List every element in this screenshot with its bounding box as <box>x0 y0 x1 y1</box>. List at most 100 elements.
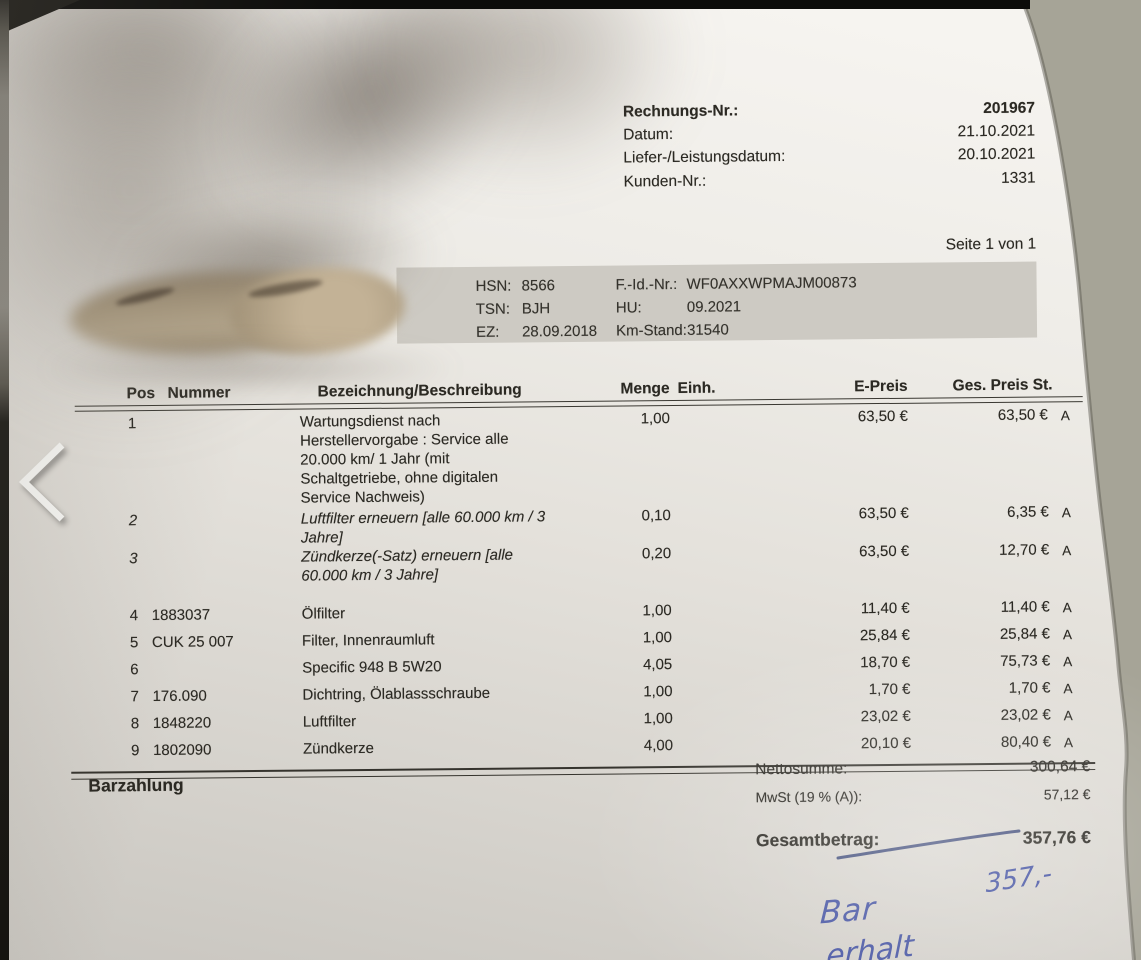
totals-block: Nettosumme: 300,64 € MwSt (19 % (A)): 57… <box>755 756 1091 851</box>
meta-value: 201967 <box>983 99 1035 118</box>
cell-bezeichnung: Zündkerze <box>302 739 374 758</box>
cell-nummer: 1848220 <box>152 714 212 733</box>
meta-value: 20.10.2021 <box>957 145 1036 164</box>
meta-row: Liefer-/Leistungsdatum: 20.10.2021 <box>623 143 1035 170</box>
cell-pos: 1 <box>127 415 137 433</box>
cell-ges-preis: 11,40 € <box>1000 598 1050 616</box>
net-total-row: Nettosumme: 300,64 € <box>755 756 1090 781</box>
cell-steuer: A <box>1060 408 1070 424</box>
invoice-meta-block: Rechnungs-Nr.: 201967 Datum: 21.10.2021 … <box>623 97 1036 194</box>
payment-method: Barzahlung <box>88 774 184 796</box>
cell-pos: 9 <box>130 742 140 760</box>
cell-nummer <box>151 510 286 511</box>
cell-epreis: 25,84 € <box>859 626 911 645</box>
cell-steuer: A <box>1063 654 1073 670</box>
page-indicator: Seite 1 von 1 <box>945 235 1037 254</box>
vehicle-label: Km-Stand: <box>615 321 687 340</box>
cell-bezeichnung: Filter, Innenraumluft <box>301 631 435 650</box>
cell-nummer <box>151 548 286 549</box>
cell-menge: 1,00 <box>640 410 670 428</box>
col-header-einh: Einh. <box>677 379 716 397</box>
meta-label: Datum: <box>623 126 674 144</box>
net-total-label: Nettosumme: <box>755 760 848 779</box>
previous-image-button[interactable] <box>14 437 74 527</box>
table-row: 1 Wartungsdienst nach Herstellervorgabe … <box>75 405 1084 510</box>
vehicle-info-band: HSN: 8566 TSN: BJH EZ: 28.09.2018 F.-Id.-Nr.: W… <box>396 261 1038 344</box>
cell-pos: 6 <box>130 661 139 679</box>
vehicle-label: HU: <box>615 299 642 317</box>
vat-row: MwSt (19 % (A)): 57,12 € <box>755 783 1090 808</box>
vehicle-label: TSN: <box>475 300 511 318</box>
net-total-value: 300,64 € <box>1029 758 1091 776</box>
cell-nummer: 1802090 <box>152 741 212 760</box>
vehicle-value: BJH <box>521 300 551 318</box>
grand-total-label: Gesamtbetrag: <box>755 829 880 851</box>
grand-total-value: 357,76 € <box>1022 827 1092 848</box>
cell-steuer: A <box>1063 681 1073 697</box>
col-header-bezeichnung: Bezeichnung/Beschreibung <box>317 381 522 401</box>
vat-label: MwSt (19 % (A)): <box>755 788 863 806</box>
cell-ges-preis: 12,70 € <box>999 541 1050 559</box>
vehicle-value: 09.2021 <box>686 298 742 316</box>
cell-steuer: A <box>1061 505 1071 521</box>
table-row: 5 CUK 25 007 Filter, Innenraumluft 1,00 … <box>77 624 1085 654</box>
vehicle-label: F.-Id.-Nr.: <box>615 275 678 294</box>
cell-menge: 1,00 <box>643 710 673 728</box>
cell-ges-preis: 1,70 € <box>1008 679 1051 697</box>
cell-epreis: 18,70 € <box>860 653 911 672</box>
cell-bezeichnung: Wartungsdienst nach Herstellervorgabe : … <box>299 412 509 507</box>
cell-ges-preis: 75,73 € <box>1000 652 1051 670</box>
cell-menge: 1,00 <box>643 683 673 701</box>
cell-ges-preis: 23,02 € <box>1000 706 1051 724</box>
cell-epreis: 23,02 € <box>860 707 911 726</box>
cell-steuer: A <box>1062 600 1072 616</box>
cell-epreis: 1,70 € <box>868 680 911 699</box>
photo-top-edge <box>0 0 1030 9</box>
cell-menge: 4,00 <box>643 737 674 755</box>
cell-epreis: 11,40 € <box>860 599 910 618</box>
cell-nummer: 1883037 <box>151 606 211 625</box>
cell-pos: 8 <box>130 715 140 733</box>
meta-row: Kunden-Nr.: 1331 <box>623 166 1036 193</box>
meta-label: Liefer-/Leistungsdatum: <box>623 148 786 167</box>
cell-ges-preis: 6,35 € <box>1006 503 1049 521</box>
col-header-nummer: Nummer <box>167 384 231 402</box>
vat-value: 57,12 € <box>1043 786 1091 803</box>
cell-epreis: 63,50 € <box>859 542 910 561</box>
col-header-ges-preis: Ges. Preis St. <box>952 376 1053 395</box>
col-header-pos: Pos <box>126 384 156 403</box>
cell-steuer: A <box>1062 543 1072 559</box>
cell-menge: 4,05 <box>642 656 673 674</box>
cell-bezeichnung: Dichtring, Ölablassschraube <box>302 684 491 704</box>
cell-menge: 0,10 <box>641 507 671 525</box>
vehicle-value: 28.09.2018 <box>521 322 598 341</box>
vehicle-value: WF0AXXWPMAJM00873 <box>686 274 857 293</box>
meta-value: 1331 <box>1001 169 1036 187</box>
vehicle-label: HSN: <box>475 277 512 295</box>
cell-pos: 5 <box>129 634 139 652</box>
cell-ges-preis: 80,40 € <box>1000 733 1052 751</box>
cell-steuer: A <box>1063 735 1074 751</box>
cell-epreis: 63,50 € <box>858 504 909 523</box>
cell-nummer <box>152 659 287 660</box>
line-items-table: Pos Nummer Bezeichnung/Beschreibung Meng… <box>71 375 1096 780</box>
cell-bezeichnung: Ölfilter <box>301 605 346 623</box>
cell-epreis: 63,50 € <box>857 407 908 426</box>
vehicle-value: 8566 <box>521 277 556 295</box>
table-row: 8 1848220 Luftfilter 1,00 23,02 € 23,02 … <box>78 705 1086 735</box>
col-header-epreis: E-Preis <box>854 377 908 396</box>
cell-menge: 1,00 <box>642 602 672 620</box>
cell-nummer: CUK 25 007 <box>151 633 234 652</box>
col-header-menge: Menge <box>620 380 670 398</box>
cell-pos: 7 <box>130 688 139 706</box>
meta-label: Rechnungs-Nr.: <box>622 102 739 121</box>
cell-bezeichnung: Luftfilter erneuern [alle 60.000 km / 3 … <box>300 508 546 547</box>
cell-nummer <box>150 413 285 414</box>
meta-value: 21.10.2021 <box>957 122 1036 141</box>
cell-steuer: A <box>1062 627 1073 643</box>
vehicle-value: 31540 <box>686 321 729 339</box>
cell-bezeichnung: Luftfilter <box>302 713 357 731</box>
meta-label: Kunden-Nr.: <box>623 172 707 191</box>
